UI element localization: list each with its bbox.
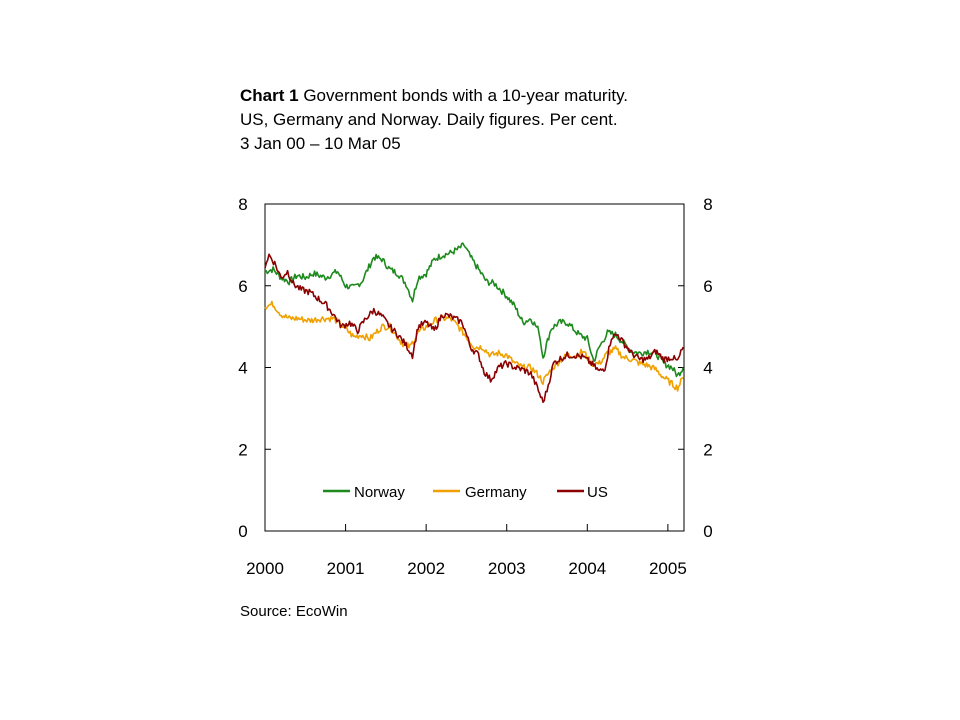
x-tick-label: 2005 [649,559,687,578]
x-tick-label: 2002 [407,559,445,578]
title-line-1: Chart 1 Government bonds with a 10-year … [240,84,628,108]
chart-number: Chart 1 [240,86,299,105]
y-tick-label-left: 8 [238,195,247,214]
y-tick-label-left: 4 [238,359,247,378]
legend-label-norway: Norway [354,484,405,501]
series-line-germany [264,300,684,392]
x-tick-label: 2003 [488,559,526,578]
title-text-1: Government bonds with a 10-year maturity… [303,86,629,105]
y-tick-label-left: 2 [238,440,247,459]
legend-label-germany: Germany [465,484,527,501]
source-note: Source: EcoWin [240,603,348,620]
series-line-norway [264,242,684,378]
y-tick-label-right: 4 [703,359,712,378]
y-tick-label-right: 2 [703,440,712,459]
y-tick-label-right: 8 [703,195,712,214]
y-tick-label-left: 0 [238,522,247,541]
chart-title: Chart 1 Government bonds with a 10-year … [240,84,628,156]
x-tick-label: 2000 [246,559,284,578]
title-line-2: US, Germany and Norway. Daily figures. P… [240,110,618,129]
y-tick-label-right: 6 [703,277,712,296]
y-tick-label-left: 6 [238,277,247,296]
x-tick-label: 2001 [327,559,365,578]
plot-frame [264,203,685,532]
legend-label-us: US [587,484,608,501]
x-tick-label: 2004 [568,559,606,578]
series-line-us [264,253,684,404]
title-line-3: 3 Jan 00 – 10 Mar 05 [240,134,401,153]
y-tick-label-right: 0 [703,522,712,541]
